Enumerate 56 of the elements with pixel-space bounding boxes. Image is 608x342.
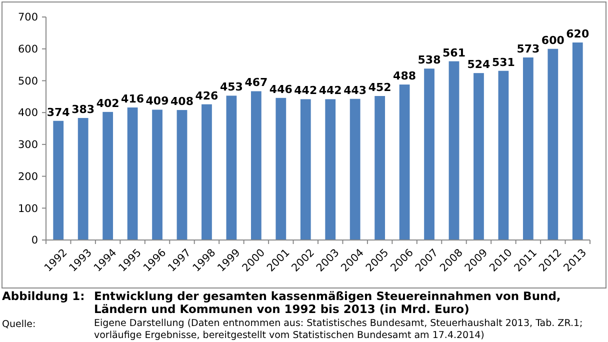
data-label: 467: [244, 76, 268, 90]
data-label: 488: [393, 70, 416, 83]
bar: [250, 91, 262, 240]
data-label: 426: [195, 89, 219, 102]
bar: [399, 84, 410, 240]
data-label: 374: [46, 106, 70, 119]
bar: [424, 68, 434, 240]
bar: [474, 73, 484, 240]
bar: [325, 99, 336, 240]
bar: [300, 99, 311, 240]
text: Eigene Darstellung (Daten entnommen aus: Statistisches Bundesamt, Steuerhaushalt 2013, Tab. ZR.1; vorläufige Ergebnisse, bereitgestellt vom Statistischen Bundesamt am 17.4.2014): [94, 318, 584, 342]
data-label: 442: [318, 84, 342, 98]
bar: [350, 98, 360, 240]
y-tick-label: 600: [18, 44, 38, 56]
bar: [522, 57, 534, 240]
bar: [226, 96, 237, 240]
data-label: 443: [344, 84, 367, 97]
bar: [78, 118, 88, 240]
bar: [152, 110, 162, 240]
bar: [102, 112, 114, 240]
bar: [53, 120, 64, 240]
data-label: 524: [467, 58, 491, 72]
source-note: Quelle:: [2, 318, 37, 332]
y-tick-label: 0: [31, 234, 38, 247]
bar: [548, 48, 558, 240]
bar: [374, 96, 386, 240]
text: Abbildung 1:: [2, 289, 86, 305]
data-label: 383: [72, 102, 95, 116]
data-label: 409: [146, 94, 169, 108]
bar: [127, 107, 138, 240]
y-tick-label: 300: [18, 139, 38, 152]
text: Entwicklung der gesamten kassenmäßigen Steuereinnahmen von Bund, Ländern und Kommunen von 1992 bis 2013 (in Mrd. Euro): [94, 289, 562, 316]
data-label: 538: [418, 54, 441, 67]
data-label: 442: [294, 84, 318, 98]
data-label: 600: [541, 34, 565, 47]
bar: [276, 98, 286, 240]
bar: [202, 104, 212, 240]
y-tick-label: 400: [18, 107, 38, 120]
bar: [448, 61, 460, 240]
bar: [498, 70, 509, 240]
data-label: 408: [170, 95, 194, 108]
bar: [572, 42, 583, 240]
data-label: 573: [516, 42, 540, 56]
bar: [176, 110, 188, 240]
y-tick-label: 500: [18, 75, 38, 88]
data-label: 531: [492, 56, 515, 69]
y-tick-label: 200: [18, 170, 38, 183]
data-label: 561: [442, 46, 466, 60]
y-tick-label: 100: [18, 202, 38, 215]
y-tick-label: 700: [18, 12, 38, 24]
data-label: 402: [96, 96, 120, 110]
data-label: 416: [121, 92, 144, 106]
data-label: 452: [368, 81, 392, 94]
data-label: 620: [566, 27, 590, 40]
data-label: 446: [269, 82, 293, 96]
data-label: 453: [220, 80, 243, 94]
